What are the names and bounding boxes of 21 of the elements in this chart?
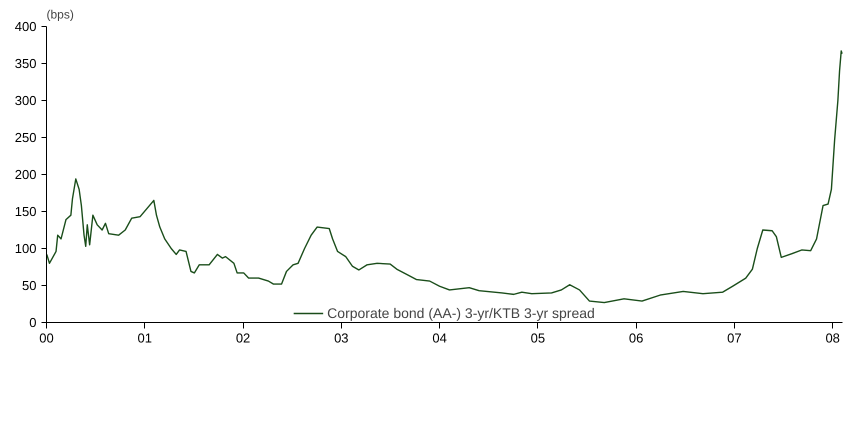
y-tick-label: 0 (29, 315, 37, 330)
y-tick-label: 250 (14, 130, 37, 145)
x-tick-label: 01 (138, 330, 152, 346)
x-tick-label: 05 (530, 330, 546, 346)
y-axis-title: (bps) (46, 8, 74, 22)
y-tick-label: 200 (14, 167, 37, 182)
y-tick-label: 100 (14, 241, 37, 256)
y-tick-label: 350 (14, 56, 37, 71)
x-tick-label: 06 (628, 330, 644, 346)
x-tick-label: 03 (334, 330, 349, 346)
x-tick-label: 02 (236, 330, 250, 346)
legend-label: Corporate bond (AA-) 3-yr/KTB 3-yr spread (327, 305, 595, 321)
y-tick-label: 150 (14, 204, 37, 219)
x-tick-label: 07 (727, 330, 742, 346)
y-tick-label: 50 (22, 278, 37, 293)
x-tick-label: 00 (39, 330, 54, 346)
x-tick-label: 08 (825, 330, 840, 346)
y-tick-label: 400 (14, 19, 37, 34)
line-series (46, 50, 842, 304)
x-tick-label: 04 (432, 330, 447, 346)
y-tick-label: 300 (14, 93, 37, 108)
